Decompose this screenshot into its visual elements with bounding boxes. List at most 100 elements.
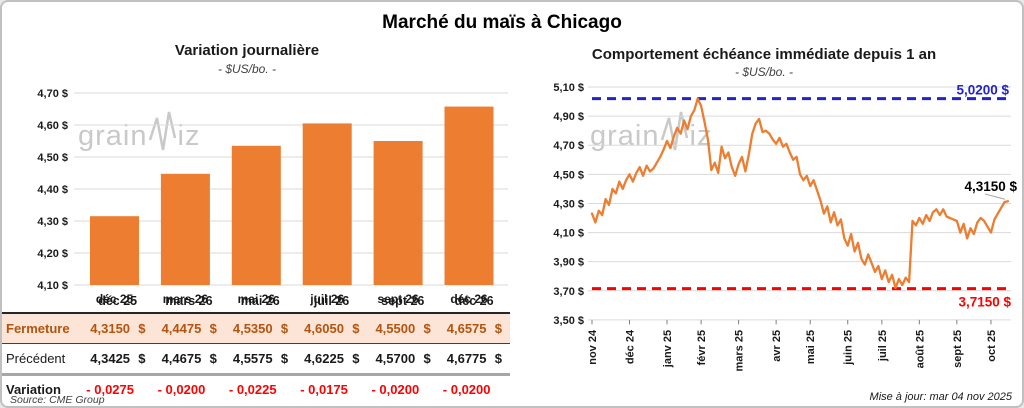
table-cell: 4,4475 $ [153, 321, 224, 336]
cell-currency: $ [209, 321, 217, 336]
cell-currency: $ [280, 321, 289, 336]
page-title: Marché du maïs à Chicago [382, 12, 622, 33]
month-tick-label: janv 25 [662, 330, 674, 368]
cell-currency: $ [494, 351, 503, 366]
cell-value: 4,3425 [90, 351, 131, 366]
row-label: Variation [6, 381, 61, 397]
bar-category-label: sept 26 [377, 292, 419, 306]
futures-price-table: déc 25 mars 26 mai 26 juil 26 sept 26 déc 26 F… [2, 290, 510, 402]
table-column-header: déc 25 [98, 294, 138, 308]
table-cell: 4,4675 $ [153, 351, 224, 366]
table-cell: 4,5350 $ [225, 321, 296, 336]
month-tick-label: déc 24 [625, 329, 637, 364]
bar-category-label: déc 26 [450, 292, 488, 306]
bar-ytick-label: 4,60 $ [37, 120, 68, 132]
cell-value: 4,6050 [304, 321, 344, 336]
month-tick-label: sept 25 [952, 330, 964, 368]
cell-currency: $ [423, 321, 431, 336]
bar-ytick-label: 4,20 $ [37, 248, 68, 260]
cell-value: 4,6225 [304, 351, 344, 366]
bar [373, 141, 423, 285]
cell-value: 4,5700 [375, 351, 416, 366]
bar-category-label: déc 25 [96, 292, 134, 306]
bar-ytick-label: 4,50 $ [37, 152, 68, 164]
cell-currency: $ [138, 351, 146, 366]
table-cell: - 0,0200 [153, 382, 224, 397]
table-cell: - 0,0275 [82, 382, 153, 397]
line-chart: 5,10 $ 4,90 $ 4,70 $ 4,50 $ 4,30 $ 4,10 $ 3,90… [553, 82, 1017, 372]
table-column-header: mars 26 [165, 294, 213, 308]
cell-currency: $ [280, 351, 289, 366]
cell-value: - 0,0200 [157, 381, 206, 397]
cell-value: 4,6575 [446, 321, 487, 336]
bar [302, 123, 352, 286]
line-ytick-label: 3,50 $ [553, 315, 584, 327]
table-cell: - 0,0225 [225, 382, 296, 397]
cell-value: 4,6775 [446, 351, 487, 366]
table-cell: - 0,0200 [367, 382, 438, 397]
month-tick-label: mars 25 [734, 330, 746, 372]
last-value-label: 4,3150 $ [964, 179, 1017, 194]
bar-ytick-label: 4,70 $ [37, 88, 68, 100]
bar-category-label: juil 26 [309, 292, 344, 306]
cell-currency: $ [423, 351, 431, 366]
table-cell: 4,5700 $ [367, 351, 438, 366]
table-cell: 4,6225 $ [296, 351, 367, 366]
line-ytick-label: 4,30 $ [553, 198, 584, 210]
bar [231, 145, 281, 285]
month-tick-label: août 25 [914, 330, 926, 369]
table-cell: - 0,0200 [438, 382, 509, 397]
cell-currency: $ [352, 351, 360, 366]
line-ytick-label: 5,10 $ [553, 82, 584, 94]
table-cell: 4,3425 $ [82, 351, 153, 366]
line-ytick-label: 4,70 $ [553, 140, 584, 152]
max-value-label: 5,0200 $ [956, 83, 1009, 98]
bar-category-label: mai 26 [238, 292, 276, 306]
table-column-header: juil 26 [313, 294, 350, 308]
watermark-text: grain [590, 120, 660, 152]
bar-ytick-label: 4,40 $ [37, 184, 68, 196]
table-cell: 4,6575 $ [438, 321, 509, 336]
month-tick-label: nov 24 [587, 329, 599, 365]
line-chart-title: Comportement échéance immédiate depuis 1… [591, 46, 937, 63]
table-column-header: mai 26 [240, 294, 280, 308]
table-cell: 4,3150 $ [82, 321, 153, 336]
watermark-spike-icon [660, 111, 688, 151]
watermark-text: iz [177, 120, 201, 152]
month-tick-label: juil 25 [877, 330, 889, 362]
cell-currency: $ [352, 321, 360, 336]
source-note: Source: CME Group [10, 394, 105, 406]
cell-value: 4,5575 [232, 351, 273, 366]
line-ytick-label: 4,10 $ [553, 228, 584, 240]
table-row-fermeture: Fermeture 4,3150 $4,4475 $ 4,5350 $4,6050 $4,5… [2, 312, 510, 344]
line-ytick-label: 3,90 $ [553, 257, 584, 269]
month-tick-label: mai 25 [805, 330, 817, 364]
table-cell: 4,6775 $ [438, 351, 509, 366]
cell-value: - 0,0225 [228, 381, 277, 397]
table-cell: 4,6050 $ [296, 321, 367, 336]
bar [160, 173, 210, 285]
min-value-label: 3,7150 $ [958, 295, 1011, 310]
month-tick-label: juin 25 [843, 330, 855, 366]
bar-chart-title: Variation journalière [174, 42, 320, 59]
cell-value: 4,3150 [90, 321, 131, 336]
update-note: Mise à jour: mar 04 nov 2025 [869, 391, 1012, 403]
bar-category-label: mars 26 [163, 292, 209, 306]
table-column-header: sept 26 [381, 294, 425, 308]
table-cell: - 0,0175 [296, 382, 367, 397]
month-tick-label: févr 25 [696, 330, 708, 365]
month-tick-label: oct 25 [986, 330, 998, 362]
row-label: Fermeture [6, 321, 70, 336]
cell-value: 4,4675 [161, 351, 202, 366]
table-header-row: déc 25 mars 26 mai 26 juil 26 sept 26 déc 26 [2, 290, 510, 312]
bar [444, 106, 494, 285]
cell-value: - 0,0200 [371, 381, 420, 397]
cell-value: - 0,0275 [86, 381, 134, 397]
cell-currency: $ [138, 321, 146, 336]
annotation-leader-line [984, 193, 1006, 200]
bar-ytick-label: 4,30 $ [37, 216, 68, 228]
cell-value: 4,5350 [232, 321, 273, 336]
cell-value: 4,5500 [375, 321, 416, 336]
grainwiz-watermark: grain iz [590, 110, 712, 153]
line-ytick-label: 3,70 $ [553, 286, 584, 298]
